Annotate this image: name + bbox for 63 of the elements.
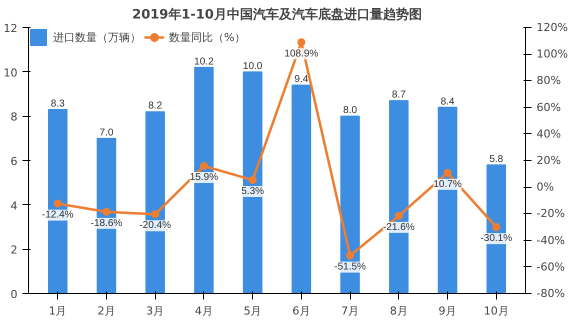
y2-tick-label: 120% xyxy=(536,21,568,34)
y-tick-label: 8 xyxy=(10,110,18,124)
data-label: 9.4 xyxy=(294,74,309,86)
data-label: 5.8 xyxy=(489,154,504,165)
point xyxy=(492,223,500,232)
data-label: 8.2 xyxy=(148,100,163,112)
y2-tick-label: 100% xyxy=(536,48,568,61)
data-label: 10.0 xyxy=(242,60,263,72)
data-label: 8.7 xyxy=(392,90,406,101)
y2-tick-label: 60% xyxy=(536,100,561,114)
point xyxy=(54,200,62,208)
y2-tick-label: -60% xyxy=(536,260,565,274)
point xyxy=(102,208,110,216)
y2-tick-label: -40% xyxy=(536,234,565,247)
x-tick-label: 4月 xyxy=(194,304,213,318)
point xyxy=(297,38,306,46)
bar xyxy=(242,71,262,294)
x-tick-label: 1月 xyxy=(48,304,67,318)
data-label: 10.7% xyxy=(433,178,462,190)
y-tick-label: 2 xyxy=(10,244,18,257)
x-tick-label: 2月 xyxy=(97,304,116,318)
x-tick-label: 6月 xyxy=(292,304,310,318)
data-label: -21.6% xyxy=(382,222,415,233)
y2-tick-label: 80% xyxy=(536,74,561,88)
y2-tick-label: 40% xyxy=(536,127,561,140)
bar xyxy=(292,84,312,294)
x-tick-label: 3月 xyxy=(146,304,164,318)
point xyxy=(346,252,354,260)
point xyxy=(394,212,403,220)
x-tick-label: 7月 xyxy=(341,304,360,318)
data-label: -51.5% xyxy=(334,262,366,273)
y-tick-label: 6 xyxy=(10,155,18,168)
data-label: 108.9% xyxy=(284,48,318,60)
y2-tick-label: 0% xyxy=(536,180,554,194)
y2-tick-label: -80% xyxy=(536,287,565,300)
data-label: -20.4% xyxy=(139,220,172,232)
point xyxy=(248,176,257,184)
data-label: 8.0 xyxy=(343,105,358,116)
data-label: 8.3 xyxy=(50,98,66,110)
point xyxy=(151,210,160,218)
data-label: -30.1% xyxy=(480,233,512,244)
x-tick-label: 8月 xyxy=(390,304,408,318)
data-label: 15.9% xyxy=(190,172,218,183)
legend-label: 数量同比（%） xyxy=(169,30,246,44)
chart-title: 2019年1-10月中国汽车及汽车底盘进口量趋势图 xyxy=(132,6,422,22)
y-tick-label: 12 xyxy=(4,22,18,35)
point xyxy=(200,162,208,170)
y2-tick-label: 20% xyxy=(536,154,561,167)
x-tick-label: 10月 xyxy=(484,304,509,318)
data-label: 10.2 xyxy=(194,56,214,68)
data-label: -18.6% xyxy=(90,218,122,229)
data-label: 7.0 xyxy=(100,127,114,138)
legend-label: 进口数量（万辆） xyxy=(53,30,141,44)
data-label: 8.4 xyxy=(440,96,455,108)
y-tick-label: 4 xyxy=(10,199,18,212)
data-label: 5.3% xyxy=(241,186,264,198)
y-tick-label: 0 xyxy=(10,288,18,301)
y2-tick-label: -20% xyxy=(536,207,565,220)
x-tick-label: 9月 xyxy=(438,304,457,318)
point xyxy=(444,168,452,177)
y-tick-label: 10 xyxy=(4,66,18,80)
x-tick-label: 5月 xyxy=(244,304,262,318)
data-label: -12.4% xyxy=(42,210,74,221)
